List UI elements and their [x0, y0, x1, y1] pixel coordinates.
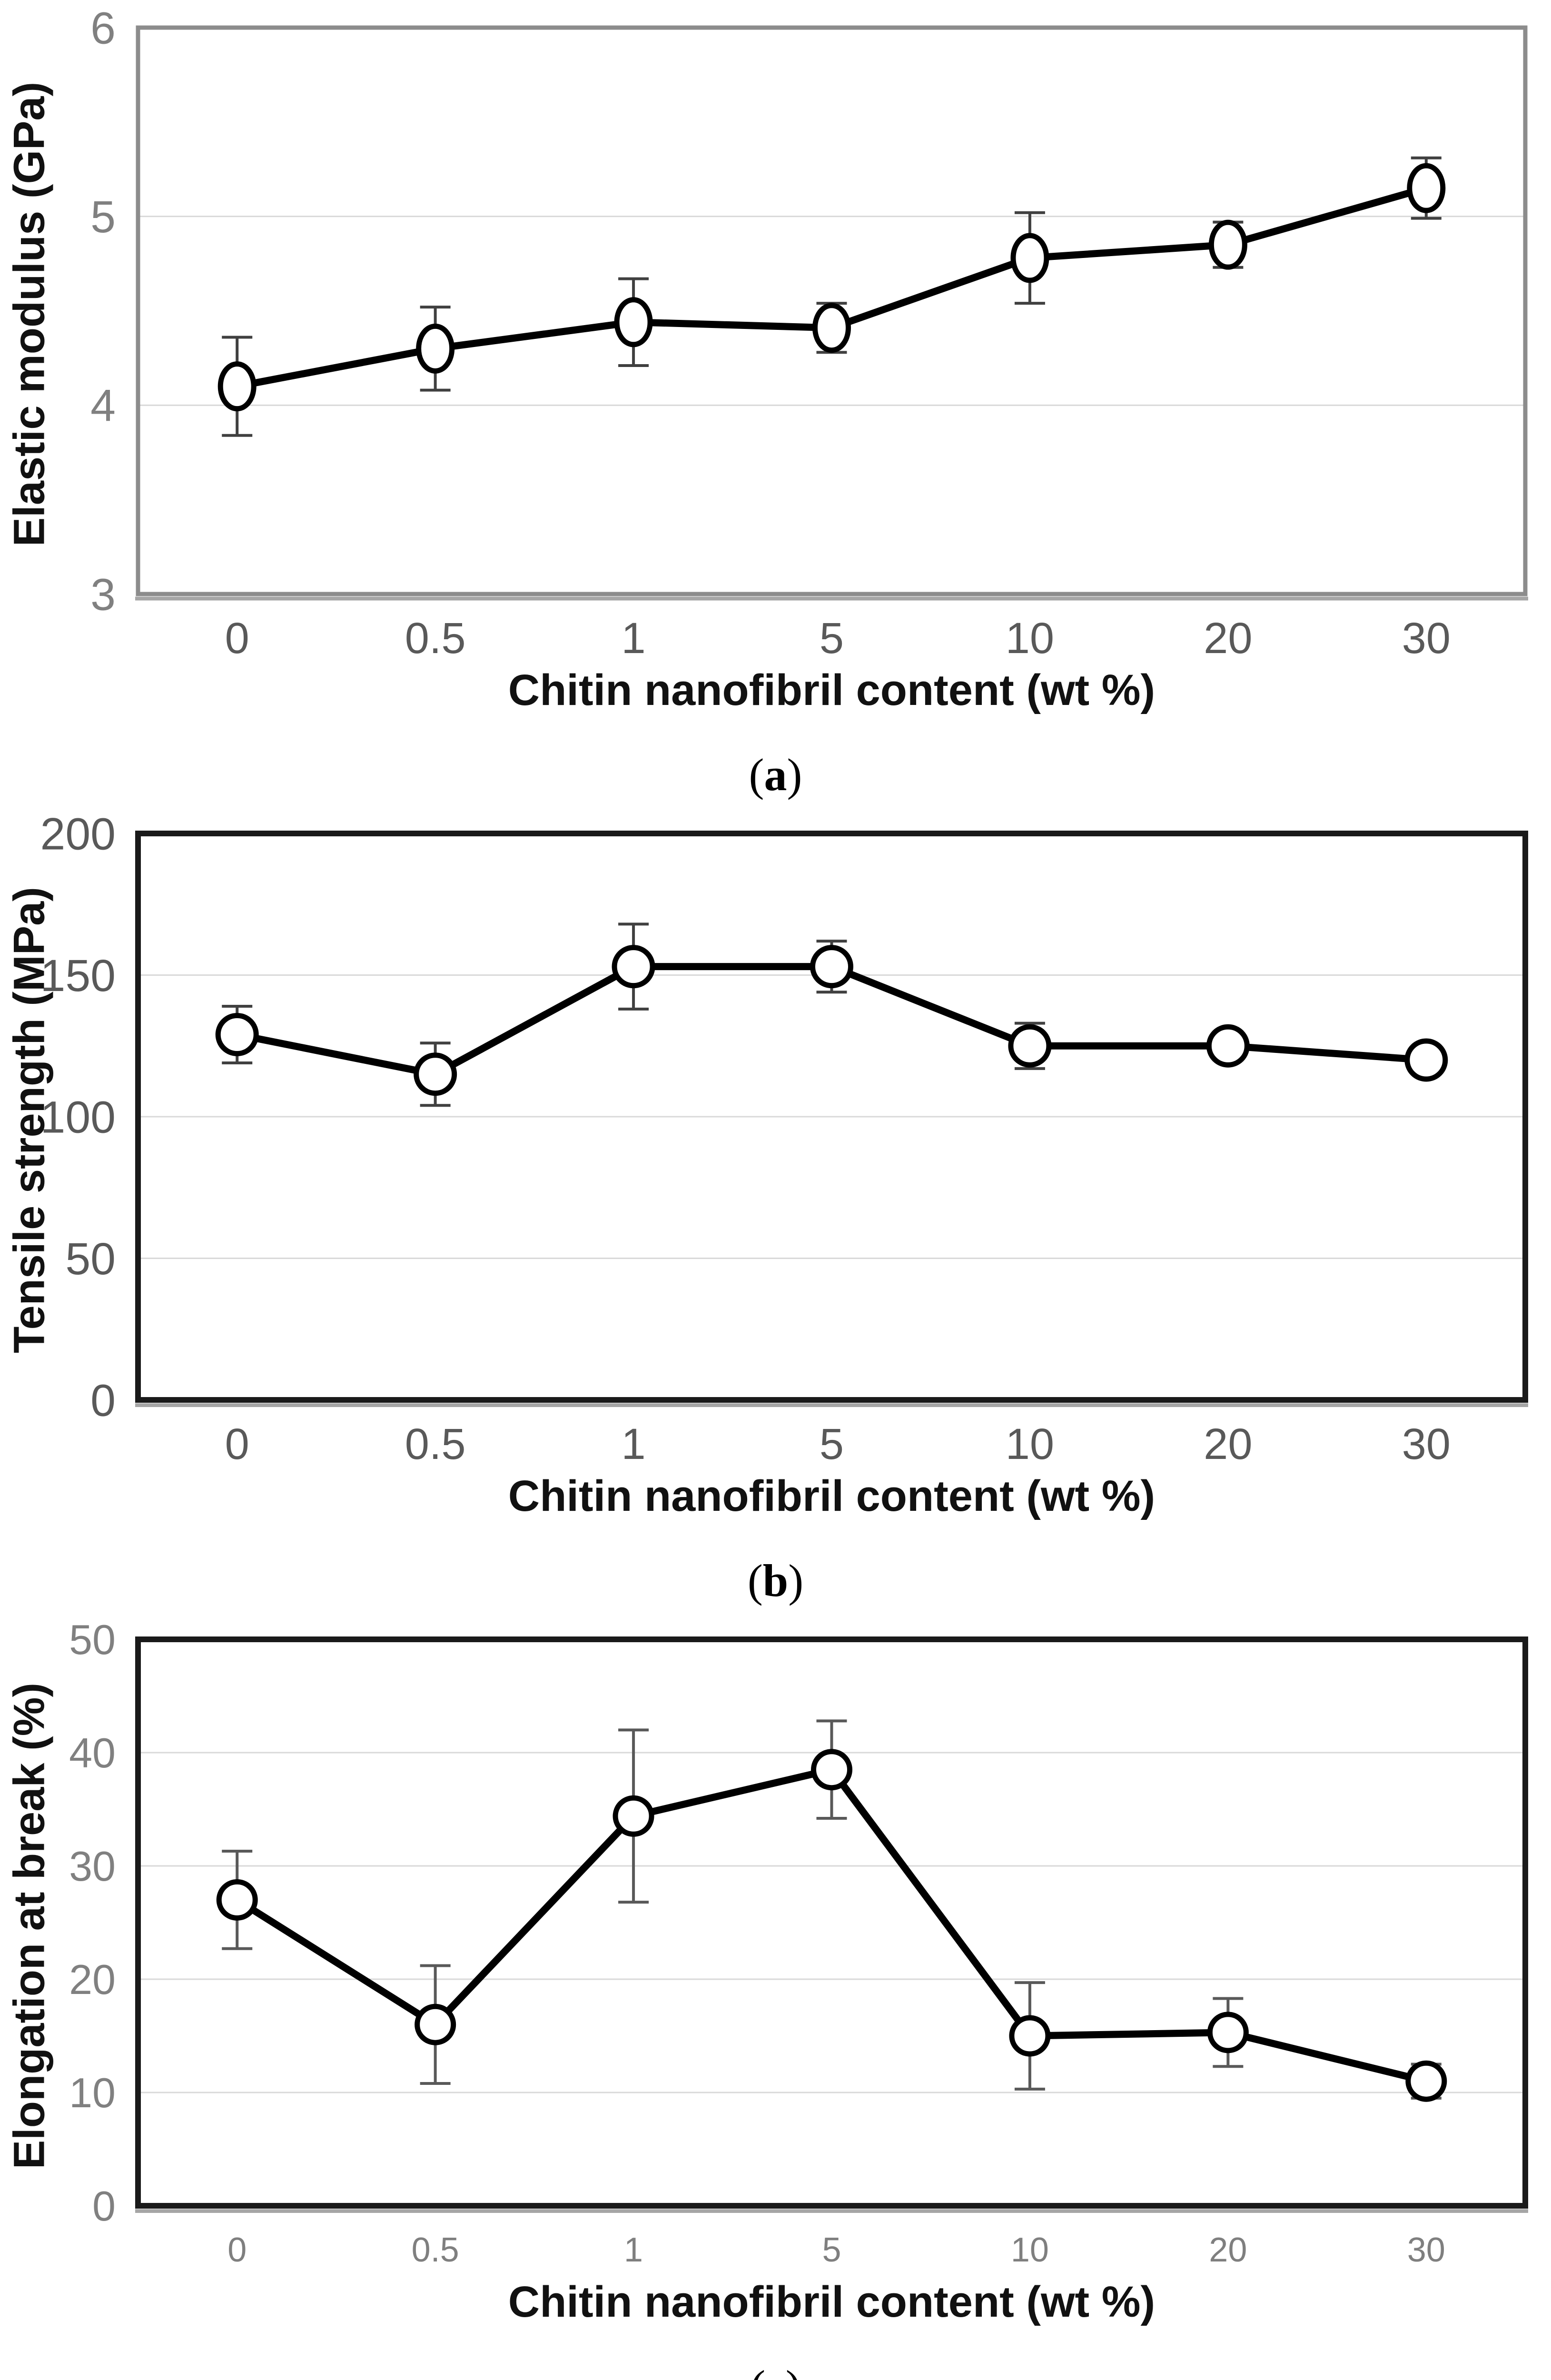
y-axis-label-c: Elongation at break (%) — [5, 1682, 54, 2170]
y-tick-label-3: 3 — [90, 569, 116, 620]
data-point-marker — [614, 297, 653, 347]
x-tick-label-10: 10 — [1006, 1420, 1054, 1468]
y-tick-label-0: 0 — [90, 1375, 116, 1426]
panel-b: 0 50 100 150 200 0 0.5 1 5 10 20 30 Tensile strengt… — [0, 806, 1551, 1612]
y-tick-label-50: 50 — [69, 1616, 116, 1663]
x-tick-label-5: 5 — [822, 2231, 841, 2269]
y-tick-label-6: 6 — [90, 3, 116, 53]
panel-letter-close: ) — [787, 749, 802, 800]
panel-letter-b: (b) — [0, 1554, 1551, 1607]
chart-a-elastic-modulus: 3 4 5 6 0 0.5 1 5 10 20 30 — [90, 3, 1528, 663]
panel-letter-close: ) — [786, 2361, 801, 2380]
x-tick-label-5: 5 — [820, 614, 844, 663]
panel-c: 0 10 20 30 40 50 0 0.5 1 5 10 20 30 Elongation at br… — [0, 1612, 1551, 2380]
plot-frame — [135, 831, 1528, 1403]
panel-letter-char: b — [762, 1555, 789, 1606]
panel-letter-open: ( — [749, 749, 764, 800]
y-tick-label-10: 10 — [69, 2069, 116, 2116]
x-tick-label-0: 0 — [225, 1420, 249, 1468]
data-point-marker — [1405, 2060, 1447, 2102]
x-axis-label-c: Chitin nanofibril content (wt %) — [508, 2278, 1156, 2326]
data-point-marker — [216, 1879, 258, 1921]
y-tick-label-5: 5 — [90, 192, 116, 242]
chart-c-elongation-at-break: 0 10 20 30 40 50 0 0.5 1 5 10 20 30 — [69, 1616, 1528, 2269]
panel-letter-open: ( — [750, 2361, 765, 2380]
data-point-marker — [217, 361, 257, 412]
y-tick-label-200: 200 — [40, 809, 116, 859]
x-tick-label-0: 0 — [227, 2231, 247, 2269]
x-tick-label-20: 20 — [1209, 2231, 1247, 2269]
x-axis-label-a: Chitin nanofibril content (wt %) — [508, 666, 1156, 714]
data-point-marker — [1407, 163, 1446, 213]
x-tick-label-0.5: 0.5 — [405, 1420, 466, 1468]
chart-b-tensile-strength: 0 50 100 150 200 0 0.5 1 5 10 20 30 — [40, 809, 1528, 1468]
x-tick-label-5: 5 — [820, 1420, 844, 1468]
plot-frame — [135, 1636, 1528, 2209]
panel-letter-close: ) — [788, 1555, 804, 1606]
data-point-marker — [1010, 233, 1049, 283]
panel-letter-char: a — [764, 749, 787, 800]
x-tick-label-30: 30 — [1407, 2231, 1445, 2269]
x-tick-label-20: 20 — [1204, 614, 1252, 663]
data-point-marker — [612, 1795, 654, 1837]
y-axis-label-b: Tensile strength (MPa) — [5, 887, 54, 1353]
data-point-marker — [416, 323, 455, 374]
x-tick-label-1: 1 — [624, 2231, 643, 2269]
y-tick-label-30: 30 — [69, 1843, 116, 1890]
y-tick-label-100: 100 — [40, 1092, 116, 1142]
x-tick-label-10: 10 — [1006, 614, 1054, 663]
panel-letter-a: (a) — [0, 748, 1551, 801]
y-tick-label-40: 40 — [69, 1729, 116, 1776]
data-point-marker — [812, 303, 851, 353]
data-point-marker — [1009, 2015, 1051, 2057]
panel-a: 3 4 5 6 0 0.5 1 5 10 20 30 Elastic modulus (GPa) C… — [0, 0, 1551, 806]
data-point-marker — [1008, 1024, 1052, 1068]
panel-letter-c: (c) — [0, 2360, 1551, 2380]
panel-letter-open: ( — [747, 1555, 763, 1606]
x-tick-label-30: 30 — [1402, 1420, 1451, 1468]
y-tick-label-20: 20 — [69, 1956, 116, 2003]
data-point-marker — [811, 1749, 852, 1791]
data-point-marker — [810, 945, 853, 989]
y-tick-label-50: 50 — [65, 1234, 116, 1284]
y-tick-label-4: 4 — [90, 381, 116, 431]
data-point-marker — [414, 1052, 457, 1096]
x-tick-label-1: 1 — [621, 1420, 645, 1468]
panel-letter-char: c — [765, 2361, 786, 2380]
data-point-marker — [1206, 1024, 1250, 1068]
x-tick-label-10: 10 — [1011, 2231, 1049, 2269]
y-tick-label-0: 0 — [92, 2182, 116, 2230]
x-tick-label-20: 20 — [1204, 1420, 1252, 1468]
x-tick-label-1: 1 — [621, 614, 645, 663]
x-tick-label-0: 0 — [225, 614, 249, 663]
x-tick-label-0.5: 0.5 — [412, 2231, 459, 2269]
y-tick-label-150: 150 — [40, 951, 116, 1001]
data-point-marker — [1208, 219, 1247, 270]
x-tick-label-0.5: 0.5 — [405, 614, 466, 663]
plot-frame — [136, 25, 1528, 596]
series-line — [236, 184, 1427, 390]
y-axis-label-a: Elastic modulus (GPa) — [5, 81, 54, 547]
data-point-marker — [1404, 1038, 1448, 1082]
x-tick-label-30: 30 — [1402, 614, 1451, 663]
x-axis-label-b: Chitin nanofibril content (wt %) — [508, 1472, 1156, 1520]
data-point-marker — [215, 1012, 259, 1056]
data-point-marker — [612, 945, 655, 989]
data-point-marker — [415, 2003, 456, 2045]
data-point-marker — [1207, 2012, 1249, 2053]
